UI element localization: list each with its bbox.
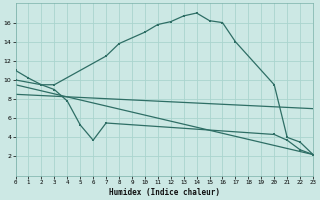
X-axis label: Humidex (Indice chaleur): Humidex (Indice chaleur) <box>109 188 220 197</box>
